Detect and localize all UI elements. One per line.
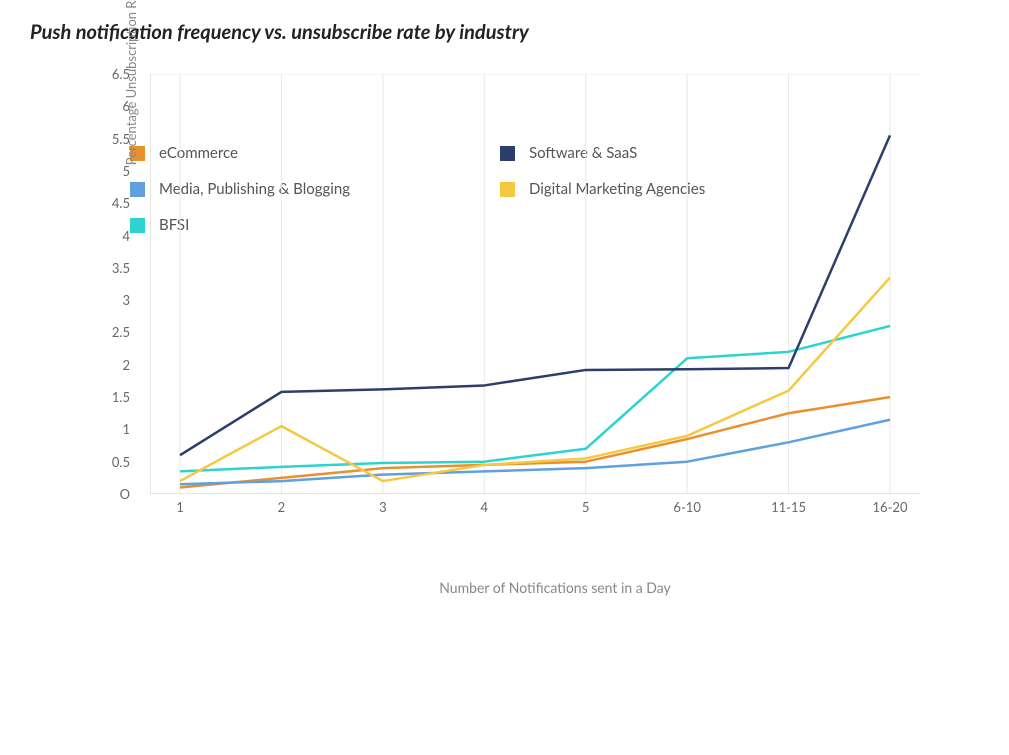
y-tick-label: 1.5 — [100, 389, 130, 405]
series-line — [180, 326, 890, 471]
y-tick-label: 6 — [100, 98, 130, 114]
x-tick-label: 6-10 — [673, 499, 700, 515]
y-tick-label: 3.5 — [100, 260, 130, 276]
y-tick-label: 2 — [100, 357, 130, 373]
y-tick-label: 4.5 — [100, 195, 130, 211]
y-tick-label: 5.5 — [100, 131, 130, 147]
x-tick-label: 3 — [379, 499, 387, 515]
y-tick-label: 1 — [100, 421, 130, 437]
x-tick-label: 16-20 — [873, 499, 908, 515]
y-tick-label: 0.5 — [100, 454, 130, 470]
series-line — [180, 135, 890, 455]
y-tick-label: 3 — [100, 292, 130, 308]
x-tick-label: 4 — [481, 499, 489, 515]
chart-svg — [150, 74, 920, 494]
y-tick-label: 5 — [100, 163, 130, 179]
x-tick-label: 5 — [582, 499, 590, 515]
x-axis-label: Number of Notifications sent in a Day — [140, 579, 970, 596]
y-tick-label: 4 — [100, 228, 130, 244]
plot-area — [150, 74, 920, 494]
y-axis-ticks: O0.511.522.533.544.555.566.5 — [108, 74, 138, 494]
x-tick-label: 11-15 — [771, 499, 806, 515]
x-tick-label: 1 — [176, 499, 184, 515]
y-tick-label: O — [100, 486, 130, 502]
series-line — [180, 278, 890, 482]
y-tick-label: 2.5 — [100, 324, 130, 340]
chart-title: Push notification frequency vs. unsubscr… — [30, 20, 979, 44]
x-tick-label: 2 — [278, 499, 286, 515]
y-tick-label: 6.5 — [100, 66, 130, 82]
